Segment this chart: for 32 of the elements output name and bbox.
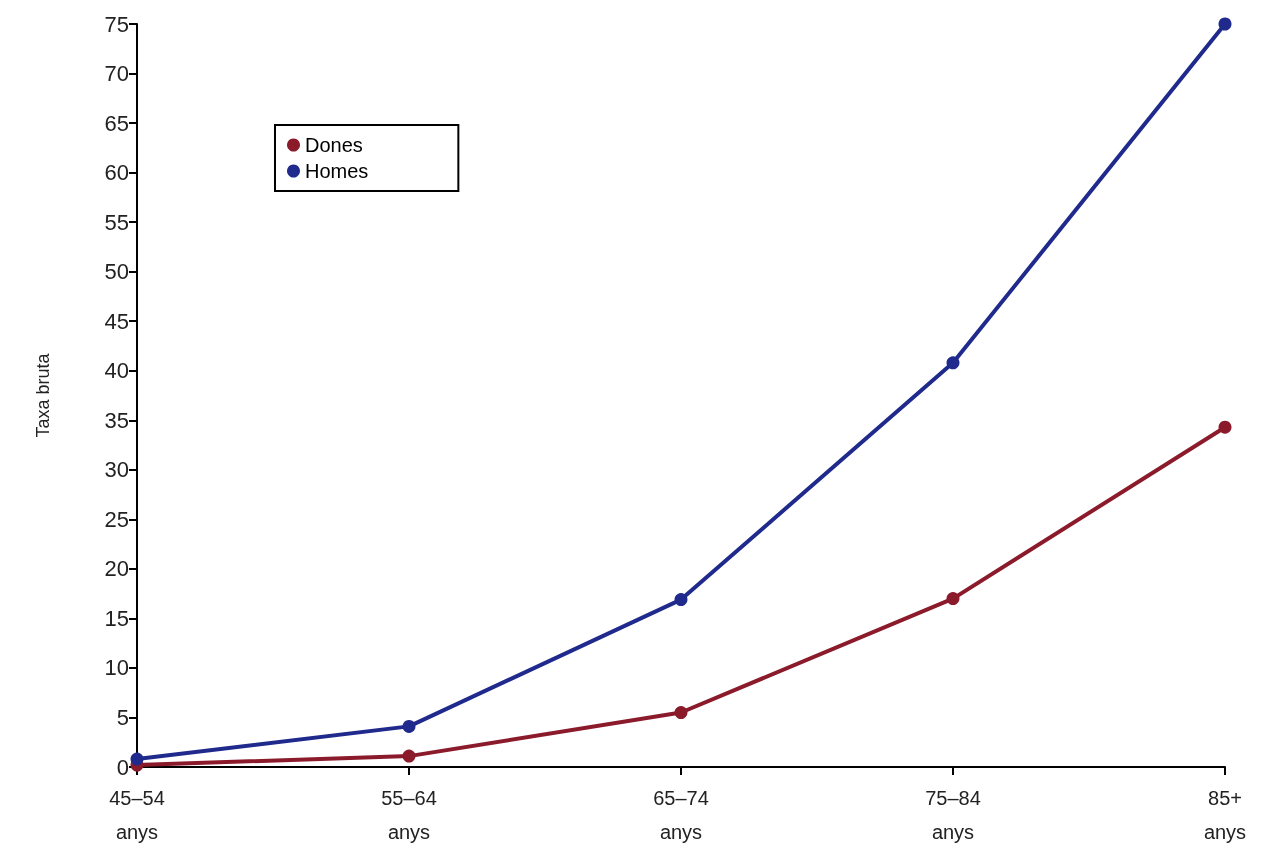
x-tick-label: 85+ anys bbox=[1203, 787, 1247, 843]
y-tick-label: 50 bbox=[104, 259, 129, 285]
y-tick-label: 75 bbox=[104, 11, 129, 37]
point bbox=[946, 356, 960, 370]
legend-label: Dones bbox=[305, 134, 363, 156]
point bbox=[674, 593, 688, 607]
x-tick-label: 65–74 anys bbox=[653, 787, 709, 843]
x-tick-label: 55–64 anys bbox=[381, 787, 437, 843]
y-tick-label: 30 bbox=[104, 457, 129, 483]
y-tick-label: 45 bbox=[104, 308, 129, 334]
y-tick-label: 0 bbox=[116, 754, 129, 780]
point bbox=[946, 592, 960, 606]
y-tick-label: 35 bbox=[104, 407, 129, 433]
y-tick-label: 5 bbox=[116, 704, 129, 730]
point bbox=[402, 749, 416, 763]
y-tick-label: 15 bbox=[104, 605, 129, 631]
y-tick-label: 25 bbox=[104, 506, 129, 532]
point bbox=[402, 719, 416, 733]
y-tick-label: 20 bbox=[104, 556, 129, 582]
legend-label: Homes bbox=[305, 160, 369, 182]
point bbox=[1218, 17, 1232, 31]
y-tick-label: 40 bbox=[104, 358, 129, 384]
y-tick-label: 60 bbox=[104, 160, 129, 186]
y-tick-label: 10 bbox=[104, 655, 129, 681]
point bbox=[674, 706, 688, 720]
x-tick-label: 75–84 anys bbox=[925, 787, 981, 843]
point bbox=[1218, 420, 1232, 434]
y-axis-title: Taxa bruta bbox=[33, 352, 53, 438]
x-tick-label: 45–54 anys bbox=[109, 787, 165, 843]
y-tick-label: 70 bbox=[104, 61, 129, 87]
y-tick-label: 55 bbox=[104, 209, 129, 235]
y-tick-label: 65 bbox=[104, 110, 129, 136]
